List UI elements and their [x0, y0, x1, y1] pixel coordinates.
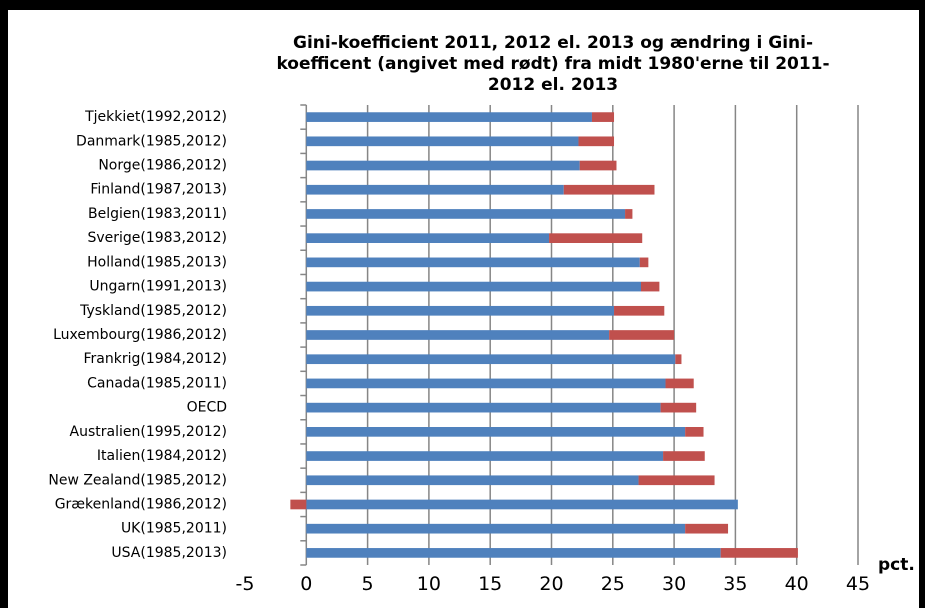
bar — [663, 451, 705, 461]
bar — [306, 475, 639, 486]
x-tick-label: 40 — [785, 573, 809, 595]
bar — [306, 402, 661, 413]
bar — [306, 354, 676, 365]
y-tick-label: UK(1985,2011) — [121, 521, 227, 537]
bar — [306, 548, 721, 558]
x-tick-label: 30 — [662, 573, 686, 595]
bar — [306, 523, 686, 534]
bar — [685, 427, 704, 437]
x-tick-label: 15 — [478, 573, 502, 595]
bar — [665, 378, 694, 389]
bar — [720, 548, 798, 558]
bar — [579, 160, 617, 171]
bar — [290, 499, 307, 510]
bar — [306, 160, 580, 171]
y-tick-label: Sverige(1983,2012) — [87, 230, 227, 246]
y-tick-label: Luxembourg(1986,2012) — [53, 327, 227, 343]
bar — [639, 257, 649, 268]
chart-title: 2012 el. 2013 — [488, 75, 618, 95]
bar — [306, 330, 610, 340]
y-tick-label: Ungarn(1991,2013) — [89, 279, 227, 295]
y-tick-label: OECD — [187, 400, 227, 416]
bar — [306, 499, 738, 510]
y-tick-label: Grækenland(1986,2012) — [55, 496, 227, 512]
y-tick-label: Frankrig(1984,2012) — [83, 351, 227, 367]
bar — [549, 233, 643, 243]
bar — [638, 475, 715, 486]
y-tick-label: Holland(1985,2013) — [87, 254, 227, 270]
bar — [306, 378, 666, 389]
bar — [306, 209, 626, 219]
bar — [306, 184, 564, 195]
bar — [660, 402, 697, 413]
x-tick-label: -5 — [236, 573, 255, 595]
y-tick-label: Norge(1986,2012) — [98, 158, 227, 174]
bar — [609, 330, 675, 340]
bar — [685, 523, 729, 534]
y-tick-label: New Zealand(1985,2012) — [48, 472, 227, 488]
x-tick-label: 25 — [601, 573, 625, 595]
y-tick-label: Tjekkiet(1992,2012) — [84, 109, 227, 125]
chart-title: Gini-koefficient 2011, 2012 el. 2013 og … — [293, 33, 813, 53]
bar — [563, 184, 655, 195]
y-tick-label: Australien(1995,2012) — [70, 424, 227, 440]
x-tick-label: 35 — [723, 573, 747, 595]
bar — [306, 427, 686, 437]
y-tick-label: Italien(1984,2012) — [97, 448, 227, 464]
bar — [306, 281, 641, 292]
bar — [306, 136, 579, 147]
bar — [578, 136, 615, 147]
y-tick-label: USA(1985,2013) — [111, 545, 227, 561]
x-tick-label: 45 — [846, 573, 870, 595]
bar — [625, 209, 633, 219]
bar — [306, 305, 615, 316]
y-tick-label: Tyskland(1985,2012) — [79, 303, 227, 319]
bar — [614, 305, 665, 316]
bar — [675, 354, 682, 365]
bar — [306, 257, 640, 268]
x-tick-label: 10 — [417, 573, 441, 595]
chart-title: koefficent (angivet med rødt) fra midt 1… — [276, 54, 829, 74]
bar — [306, 233, 550, 243]
bar — [306, 112, 592, 122]
y-tick-label: Finland(1987,2013) — [90, 182, 227, 198]
y-tick-label: Canada(1985,2011) — [87, 375, 227, 391]
x-tick-label: 0 — [300, 573, 312, 595]
x-unit-label: pct. — [878, 555, 915, 575]
y-tick-label: Danmark(1985,2012) — [76, 133, 227, 149]
x-tick-label: 20 — [539, 573, 563, 595]
bar — [306, 451, 664, 461]
bar — [640, 281, 660, 292]
bar — [591, 112, 615, 122]
y-tick-label: Belgien(1983,2011) — [88, 206, 227, 222]
x-tick-label: 5 — [362, 573, 374, 595]
